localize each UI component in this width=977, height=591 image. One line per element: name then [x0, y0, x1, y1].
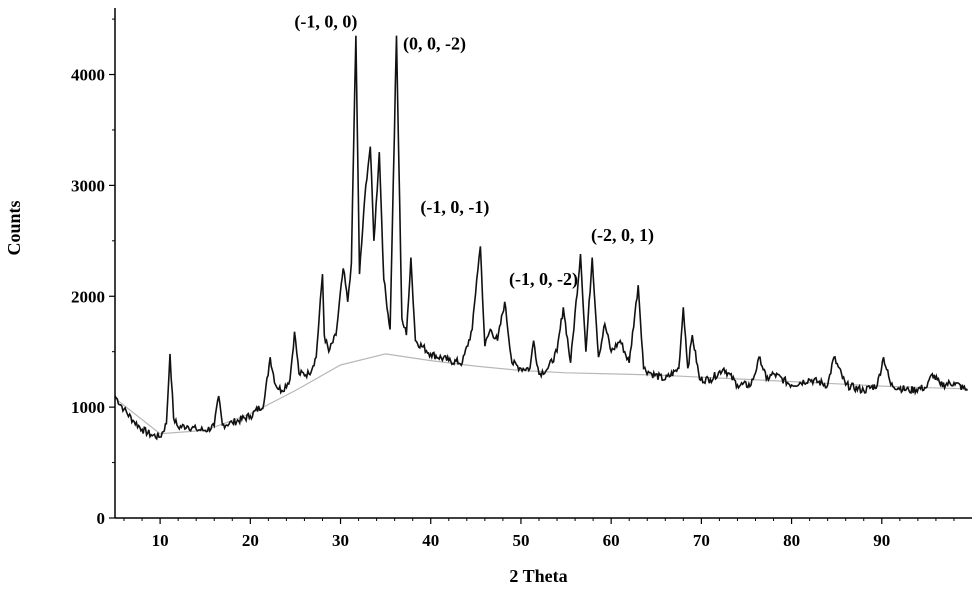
y-tick-label: 3000 — [71, 176, 105, 195]
x-tick-label: 10 — [152, 531, 169, 550]
y-ticks: 0 1000 2000 3000 4000 — [71, 18, 115, 528]
x-tick-label: 90 — [873, 531, 890, 550]
peak-annotation: (-1, 0, -2) — [509, 269, 578, 290]
peak-annotation: (-1, 0, -1) — [420, 197, 489, 218]
x-tick-label: 70 — [693, 531, 710, 550]
y-axis-title: Counts — [4, 200, 24, 255]
plot-area — [114, 35, 969, 441]
peak-annotation: (-2, 0, 1) — [591, 225, 654, 246]
y-tick-label: 1000 — [71, 398, 105, 417]
x-tick-label: 60 — [603, 531, 620, 550]
series-line — [114, 35, 969, 441]
x-tick-label: 30 — [332, 531, 349, 550]
x-ticks: 10 20 30 40 50 60 70 80 90 — [123, 518, 955, 550]
x-tick-label: 40 — [422, 531, 439, 550]
x-tick-label: 20 — [242, 531, 259, 550]
x-tick-label: 80 — [783, 531, 800, 550]
x-tick-label: 50 — [512, 531, 529, 550]
peak-annotation: (0, 0, -2) — [403, 34, 466, 55]
background-curve — [114, 353, 968, 435]
y-tick-label: 4000 — [71, 66, 105, 85]
peak-annotation: (-1, 0, 0) — [294, 12, 357, 33]
y-tick-label: 0 — [97, 509, 106, 528]
peak-annotations: (-1, 0, 0) (0, 0, -2) (-1, 0, -1) (-1, 0, -… — [294, 12, 654, 290]
x-axis-title: 2 Theta — [509, 566, 567, 586]
y-tick-label: 2000 — [71, 287, 105, 306]
